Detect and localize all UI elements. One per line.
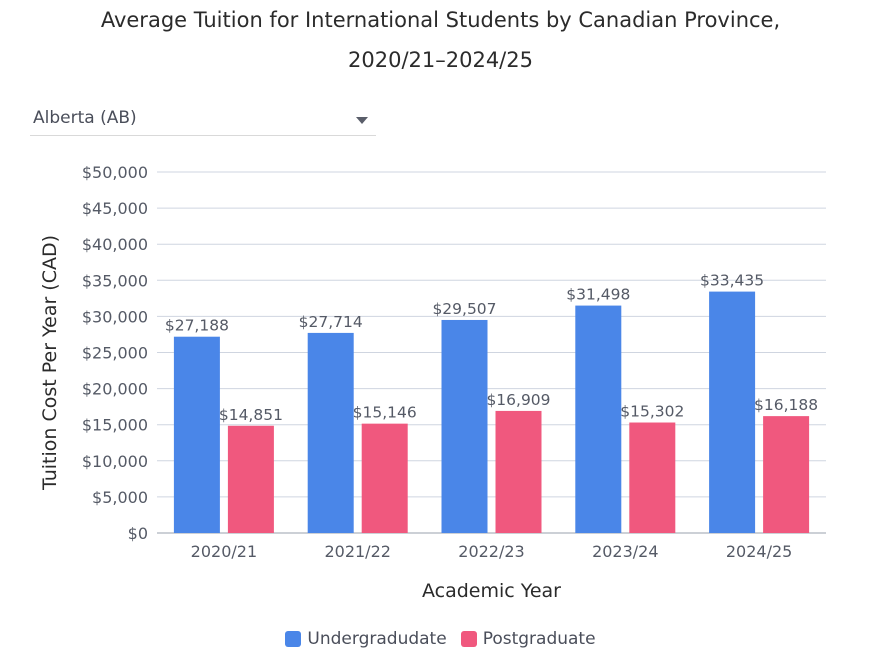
province-dropdown[interactable]: Alberta (AB) (30, 103, 376, 136)
bar-postgraduate (629, 422, 676, 533)
data-label-postgraduate: $15,146 (353, 404, 417, 422)
y-tick-label: $30,000 (82, 307, 148, 326)
y-axis-title: Tuition Cost Per Year (CAD) (39, 235, 61, 491)
chart-legend: Undergradudate Postgraduate (0, 629, 881, 649)
y-tick-label: $40,000 (82, 235, 148, 254)
data-label-postgraduate: $16,188 (754, 396, 818, 414)
bar-postgraduate (227, 425, 274, 533)
data-label-undergraduate: $31,498 (566, 286, 630, 304)
legend-swatch-postgraduate (460, 631, 477, 647)
data-label-undergraduate: $27,188 (165, 317, 229, 335)
legend-label-undergraduate: Undergradudate (307, 629, 447, 649)
legend-label-postgraduate: Postgraduate (482, 629, 596, 649)
y-tick-label: $20,000 (82, 380, 148, 399)
x-tick-label: 2021/22 (324, 542, 390, 561)
data-label-postgraduate: $16,909 (486, 391, 550, 409)
bar-undergraduate (441, 319, 488, 533)
y-tick-label: $25,000 (82, 344, 148, 363)
data-label-undergraduate: $27,714 (299, 313, 363, 331)
legend-swatch-undergraduate (285, 631, 302, 647)
chart-title-line1: Average Tuition for International Studen… (100, 8, 781, 32)
x-tick-label: 2022/23 (458, 542, 524, 561)
legend-item-undergraduate[interactable]: Undergradudate (285, 629, 447, 649)
bar-undergraduate (709, 291, 756, 533)
bar-postgraduate (495, 410, 542, 533)
x-tick-label: 2023/24 (592, 542, 658, 561)
legend-item-postgraduate[interactable]: Postgraduate (460, 629, 596, 649)
y-tick-label: $45,000 (82, 199, 148, 218)
bar-postgraduate (763, 416, 810, 533)
y-tick-label: $15,000 (82, 416, 148, 435)
y-tick-label: $0 (128, 524, 148, 543)
province-dropdown-value: Alberta (AB) (33, 108, 137, 128)
data-label-undergraduate: $33,435 (700, 272, 764, 290)
chart-title-line2: 2020/21–2024/25 (348, 48, 533, 72)
bar-undergraduate (173, 336, 220, 533)
y-tick-label: $50,000 (82, 163, 148, 182)
chevron-down-icon (356, 117, 368, 124)
y-tick-label: $10,000 (82, 452, 148, 471)
data-label-undergraduate: $29,507 (432, 300, 496, 318)
data-label-postgraduate: $15,302 (620, 403, 684, 421)
x-axis-title: Academic Year (422, 580, 561, 602)
x-tick-label: 2020/21 (191, 542, 257, 561)
bar-undergraduate (307, 332, 354, 533)
y-tick-label: $5,000 (92, 488, 148, 507)
y-tick-label: $35,000 (82, 271, 148, 290)
bar-undergraduate (575, 305, 622, 533)
bar-postgraduate (361, 423, 408, 533)
data-label-postgraduate: $14,851 (219, 406, 283, 424)
x-tick-label: 2024/25 (726, 542, 792, 561)
